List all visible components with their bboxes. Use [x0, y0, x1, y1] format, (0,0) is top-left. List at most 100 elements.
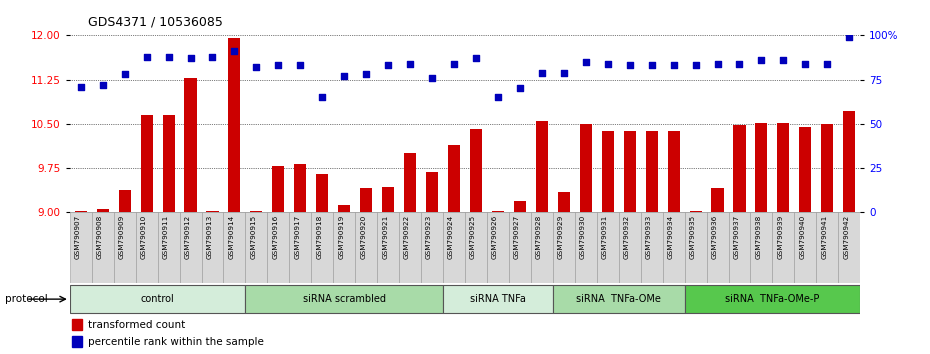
Bar: [72, 319, 82, 330]
Bar: [229, 38, 241, 212]
Bar: [333, 212, 355, 283]
Bar: [113, 212, 136, 283]
Bar: [360, 188, 372, 212]
Bar: [163, 115, 175, 212]
Bar: [492, 211, 504, 212]
Text: GSM790922: GSM790922: [405, 215, 410, 259]
Text: GSM790907: GSM790907: [74, 215, 81, 259]
Bar: [579, 124, 591, 212]
Bar: [645, 131, 658, 212]
Bar: [382, 187, 394, 212]
Bar: [443, 285, 552, 314]
Bar: [470, 129, 482, 212]
Point: [227, 48, 242, 54]
Bar: [339, 205, 351, 212]
Bar: [728, 212, 751, 283]
Bar: [465, 212, 487, 283]
Point: [249, 64, 264, 70]
Text: transformed count: transformed count: [87, 320, 185, 330]
Text: GSM790908: GSM790908: [97, 215, 102, 259]
Bar: [399, 212, 421, 283]
Bar: [794, 212, 817, 283]
Text: GSM790932: GSM790932: [624, 215, 630, 259]
Bar: [92, 212, 113, 283]
Point: [842, 34, 857, 40]
Bar: [267, 212, 289, 283]
Bar: [312, 212, 333, 283]
Bar: [558, 192, 570, 212]
Bar: [119, 190, 131, 212]
Bar: [844, 111, 856, 212]
Bar: [355, 212, 378, 283]
Bar: [817, 212, 838, 283]
Bar: [531, 212, 552, 283]
Bar: [426, 172, 438, 212]
Bar: [552, 285, 684, 314]
Bar: [662, 212, 684, 283]
Text: GSM790910: GSM790910: [140, 215, 147, 259]
Bar: [799, 127, 811, 212]
Bar: [70, 212, 92, 283]
Bar: [602, 131, 614, 212]
Text: GSM790909: GSM790909: [119, 215, 125, 259]
Bar: [509, 212, 531, 283]
Point: [380, 63, 395, 68]
Bar: [487, 212, 509, 283]
Text: GSM790933: GSM790933: [645, 215, 652, 259]
Point: [644, 63, 659, 68]
Point: [117, 72, 132, 77]
Bar: [624, 131, 636, 212]
Text: GSM790926: GSM790926: [492, 215, 498, 259]
Text: GSM790912: GSM790912: [184, 215, 191, 259]
Bar: [140, 115, 153, 212]
Text: GSM790920: GSM790920: [360, 215, 366, 259]
Bar: [246, 212, 267, 283]
Bar: [773, 212, 794, 283]
Bar: [136, 212, 157, 283]
Text: GSM790917: GSM790917: [294, 215, 300, 259]
Text: GSM790942: GSM790942: [844, 215, 849, 259]
Bar: [514, 201, 526, 212]
Text: control: control: [140, 294, 175, 304]
Text: siRNA scrambled: siRNA scrambled: [303, 294, 386, 304]
Bar: [157, 212, 179, 283]
Text: GSM790928: GSM790928: [536, 215, 542, 259]
Text: siRNA  TNFa-OMe: siRNA TNFa-OMe: [577, 294, 661, 304]
Text: GSM790913: GSM790913: [206, 215, 212, 259]
Point: [535, 70, 550, 75]
Bar: [250, 211, 262, 212]
Text: GSM790923: GSM790923: [426, 215, 432, 259]
Bar: [552, 212, 575, 283]
Text: GSM790931: GSM790931: [602, 215, 607, 259]
Text: GSM790916: GSM790916: [272, 215, 278, 259]
Bar: [72, 336, 82, 347]
Bar: [684, 212, 707, 283]
Point: [754, 57, 769, 63]
Bar: [821, 124, 833, 212]
Bar: [448, 144, 460, 212]
Point: [183, 56, 198, 61]
Bar: [316, 174, 328, 212]
Text: GSM790939: GSM790939: [777, 215, 783, 259]
Text: GSM790921: GSM790921: [382, 215, 388, 259]
Bar: [689, 211, 701, 212]
Bar: [684, 285, 860, 314]
Bar: [443, 212, 465, 283]
Point: [161, 54, 176, 59]
Bar: [536, 121, 548, 212]
Bar: [184, 79, 196, 212]
Bar: [838, 212, 860, 283]
Bar: [618, 212, 641, 283]
Text: GSM790936: GSM790936: [711, 215, 718, 259]
Point: [73, 84, 88, 90]
Text: GSM790930: GSM790930: [579, 215, 586, 259]
Bar: [246, 285, 443, 314]
Bar: [70, 285, 246, 314]
Text: GSM790918: GSM790918: [316, 215, 323, 259]
Point: [425, 75, 440, 81]
Text: GSM790911: GSM790911: [163, 215, 168, 259]
Point: [578, 59, 593, 65]
Point: [315, 95, 330, 100]
Point: [205, 54, 219, 59]
Bar: [707, 212, 728, 283]
